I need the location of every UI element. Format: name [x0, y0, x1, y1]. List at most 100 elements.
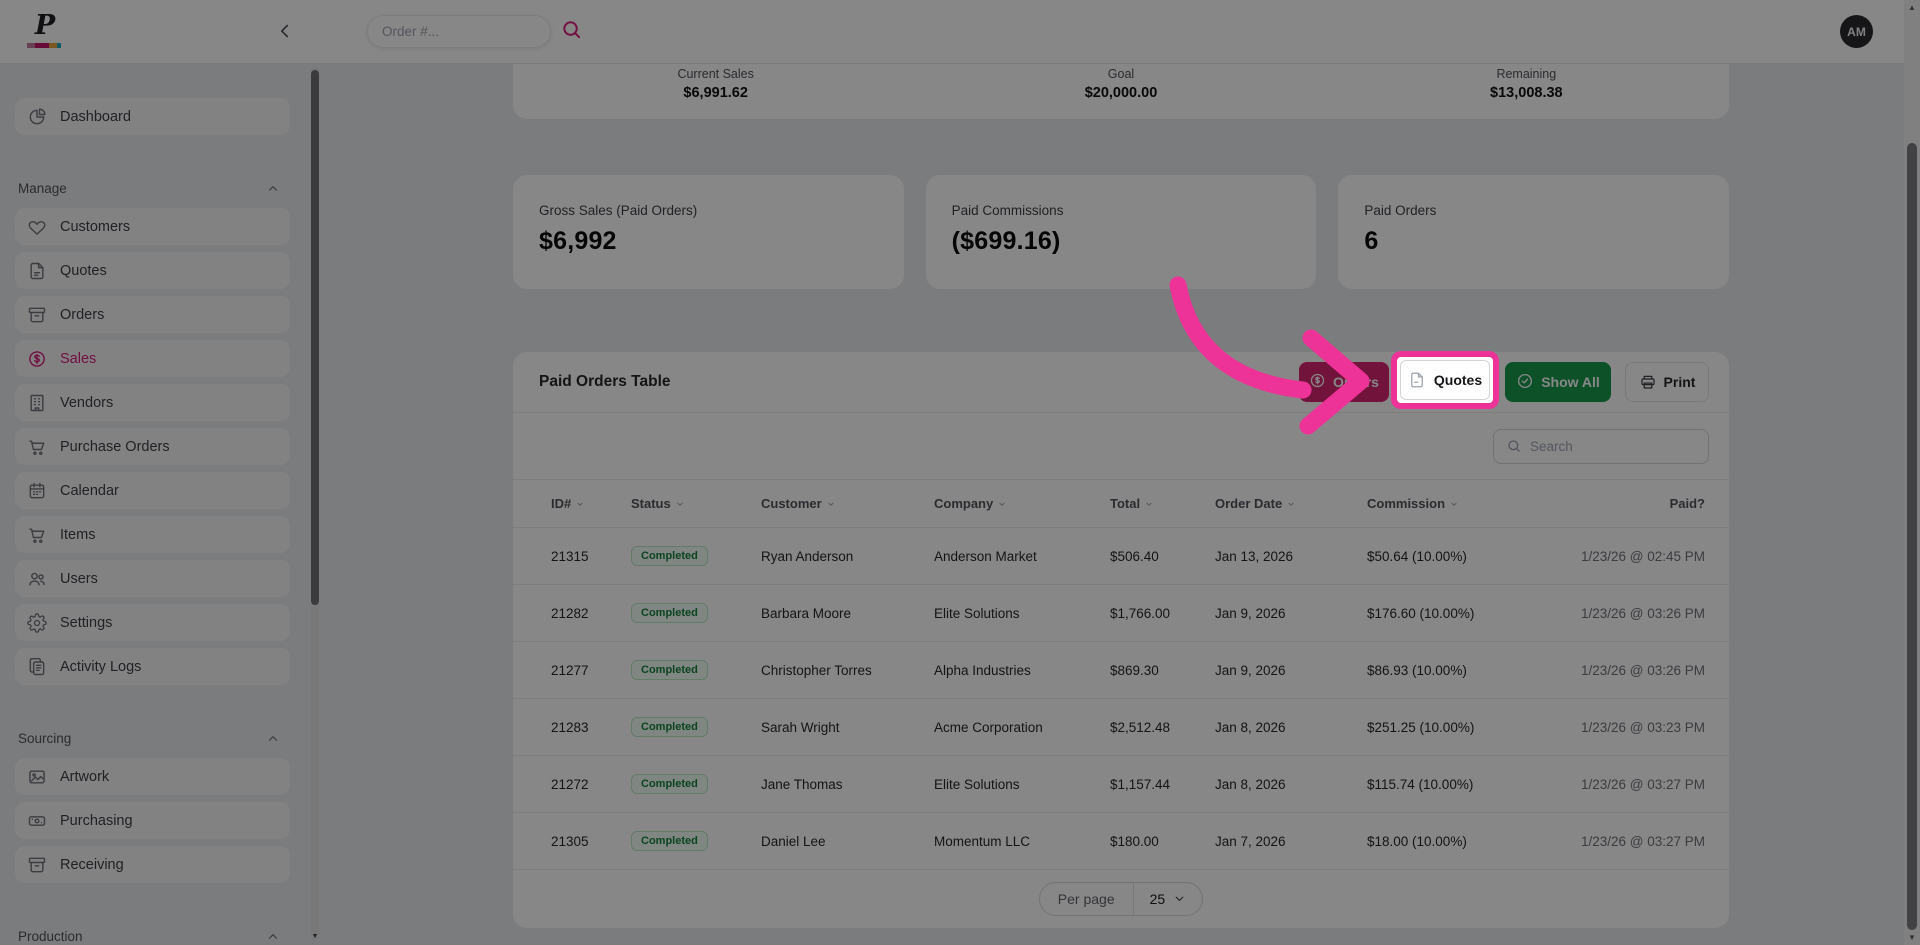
- goal-value: $20,000.00: [1084, 85, 1158, 101]
- divider: [513, 412, 1729, 413]
- chevron-down-icon: [1173, 892, 1186, 905]
- table-row[interactable]: 21315 Completed Ryan Anderson Anderson M…: [513, 527, 1729, 584]
- cell-status: Completed: [631, 831, 761, 851]
- goal-label: Goal: [1107, 67, 1135, 81]
- column-header-order-date[interactable]: Order Date: [1215, 496, 1367, 511]
- status-badge: Completed: [631, 546, 708, 566]
- cell-paid: 1/23/26 @ 03:26 PM: [1580, 605, 1705, 621]
- search-icon[interactable]: [560, 18, 583, 46]
- cart-icon: [27, 437, 47, 457]
- sidebar-item-calendar[interactable]: Calendar: [15, 472, 290, 509]
- sidebar-item-customers[interactable]: Customers: [15, 208, 290, 245]
- cell-customer: Barbara Moore: [761, 605, 852, 621]
- column-header-commission[interactable]: Commission: [1367, 496, 1567, 511]
- cell-total: $869.30: [1110, 662, 1159, 678]
- cell-commission: $115.74 (10.00%): [1367, 776, 1474, 792]
- cell-company: Anderson Market: [934, 548, 1037, 564]
- cell-customer: Daniel Lee: [761, 833, 826, 849]
- column-header-company[interactable]: Company: [934, 496, 1110, 511]
- orders-toggle-button[interactable]: Orders: [1299, 362, 1389, 402]
- dollar-circle-icon: [1309, 372, 1326, 392]
- sidebar-scrollbar[interactable]: ▼: [311, 68, 319, 941]
- user-avatar[interactable]: AM: [1840, 15, 1873, 48]
- sidebar-item-label: Dashboard: [60, 108, 131, 125]
- sidebar-item-artwork[interactable]: Artwork: [15, 758, 290, 795]
- scroll-down-arrow-icon[interactable]: ▼: [311, 933, 319, 940]
- cell-status: Completed: [631, 774, 761, 794]
- cell-order-date: Jan 8, 2026: [1215, 776, 1286, 792]
- cell-customer: Ryan Anderson: [761, 548, 854, 564]
- paid-commissions-card: Paid Commissions ($699.16): [925, 175, 1317, 289]
- sidebar-item-users[interactable]: Users: [15, 560, 290, 597]
- section-manage[interactable]: Manage: [18, 181, 280, 196]
- sidebar-item-quotes[interactable]: Quotes: [15, 252, 290, 289]
- table-row[interactable]: 21272 Completed Jane Thomas Elite Soluti…: [513, 755, 1729, 812]
- sort-chevron-icon: [575, 499, 585, 509]
- quotes-toggle-button[interactable]: Quotes: [1403, 362, 1491, 402]
- sidebar-item-label: Receiving: [60, 856, 124, 873]
- table-header-row: ID# Status Customer: [513, 480, 1729, 527]
- section-production[interactable]: Production: [18, 929, 280, 944]
- sort-chevron-icon: [1286, 499, 1296, 509]
- back-chevron-icon[interactable]: [274, 20, 296, 47]
- sidebar-item-dashboard[interactable]: Dashboard: [15, 98, 290, 135]
- cell-company: Alpha Industries: [934, 662, 1031, 678]
- sidebar-item-label: Purchasing: [60, 812, 133, 829]
- column-header-customer[interactable]: Customer: [761, 496, 934, 511]
- sidebar-item-receiving[interactable]: Receiving: [15, 846, 290, 883]
- per-page-select[interactable]: 25: [1132, 882, 1203, 915]
- cell-status: Completed: [631, 546, 761, 566]
- print-button[interactable]: Print: [1625, 362, 1709, 402]
- column-header-id[interactable]: ID#: [551, 496, 631, 511]
- table-search-input[interactable]: [1530, 438, 1696, 454]
- sidebar-item-purchasing[interactable]: Purchasing: [15, 802, 290, 839]
- cell-total: $1,157.44: [1110, 776, 1171, 792]
- sidebar-item-label: Users: [60, 570, 98, 587]
- main-content: Current Sales $6,991.62 Goal $20,000.00 …: [322, 64, 1920, 945]
- table-row[interactable]: 21283 Completed Sarah Wright Acme Corpor…: [513, 698, 1729, 755]
- column-header-paid[interactable]: Paid?: [1669, 496, 1705, 511]
- sidebar-item-orders[interactable]: Orders: [15, 296, 290, 333]
- remaining-value: $13,008.38: [1490, 85, 1563, 101]
- heart-icon: [27, 217, 47, 237]
- table-row[interactable]: 21282 Completed Barbara Moore Elite Solu…: [513, 584, 1729, 641]
- cell-order-date: Jan 8, 2026: [1215, 719, 1286, 735]
- sidebar-item-sales[interactable]: Sales: [15, 340, 290, 377]
- sort-chevron-icon: [1144, 499, 1154, 509]
- order-number-input[interactable]: [382, 24, 536, 39]
- archive-icon: [27, 855, 47, 875]
- cell-id: 21277: [551, 662, 589, 678]
- table-search[interactable]: [1493, 428, 1709, 464]
- sidebar-item-purchase-orders[interactable]: Purchase Orders: [15, 428, 290, 465]
- sidebar-scrollbar-thumb[interactable]: [311, 70, 319, 605]
- sidebar-item-label: Calendar: [60, 482, 119, 499]
- table-title: Paid Orders Table: [539, 373, 671, 390]
- metric-value: $6,992: [539, 227, 617, 255]
- show-all-button[interactable]: Show All: [1505, 362, 1611, 402]
- app-logo[interactable]: P: [27, 11, 63, 48]
- sidebar-item-label: Purchase Orders: [60, 438, 170, 455]
- sidebar-item-items[interactable]: Items: [15, 516, 290, 553]
- printer-icon: [1639, 373, 1657, 391]
- order-number-search[interactable]: [367, 15, 551, 48]
- sidebar-item-label: Items: [60, 526, 96, 543]
- table-row[interactable]: 21277 Completed Christopher Torres Alpha…: [513, 641, 1729, 698]
- quotes-button-label: Quotes: [1435, 374, 1484, 390]
- page-scrollbar-thumb[interactable]: [1907, 143, 1917, 930]
- column-header-status[interactable]: Status: [631, 496, 761, 511]
- table-footer: Per page 25: [513, 869, 1729, 927]
- body: Dashboard Manage Customers: [0, 64, 1920, 945]
- dollar-circle-icon: [27, 349, 47, 369]
- section-sourcing[interactable]: Sourcing: [18, 731, 280, 746]
- column-header-total[interactable]: Total: [1110, 496, 1215, 511]
- sidebar-item-vendors[interactable]: Vendors: [15, 384, 290, 421]
- table-row[interactable]: 21305 Completed Daniel Lee Momentum LLC …: [513, 812, 1729, 869]
- search-icon: [1506, 438, 1522, 454]
- scroll-up-arrow-icon[interactable]: ▲: [1908, 3, 1916, 12]
- page-scrollbar[interactable]: ▲ ▼: [1904, 0, 1920, 945]
- sidebar-item-activity-logs[interactable]: Activity Logs: [15, 648, 290, 685]
- sidebar-item-settings[interactable]: Settings: [15, 604, 290, 641]
- scroll-down-arrow-icon[interactable]: ▼: [1908, 933, 1916, 942]
- status-badge: Completed: [631, 603, 708, 623]
- pie-chart-icon: [27, 107, 47, 127]
